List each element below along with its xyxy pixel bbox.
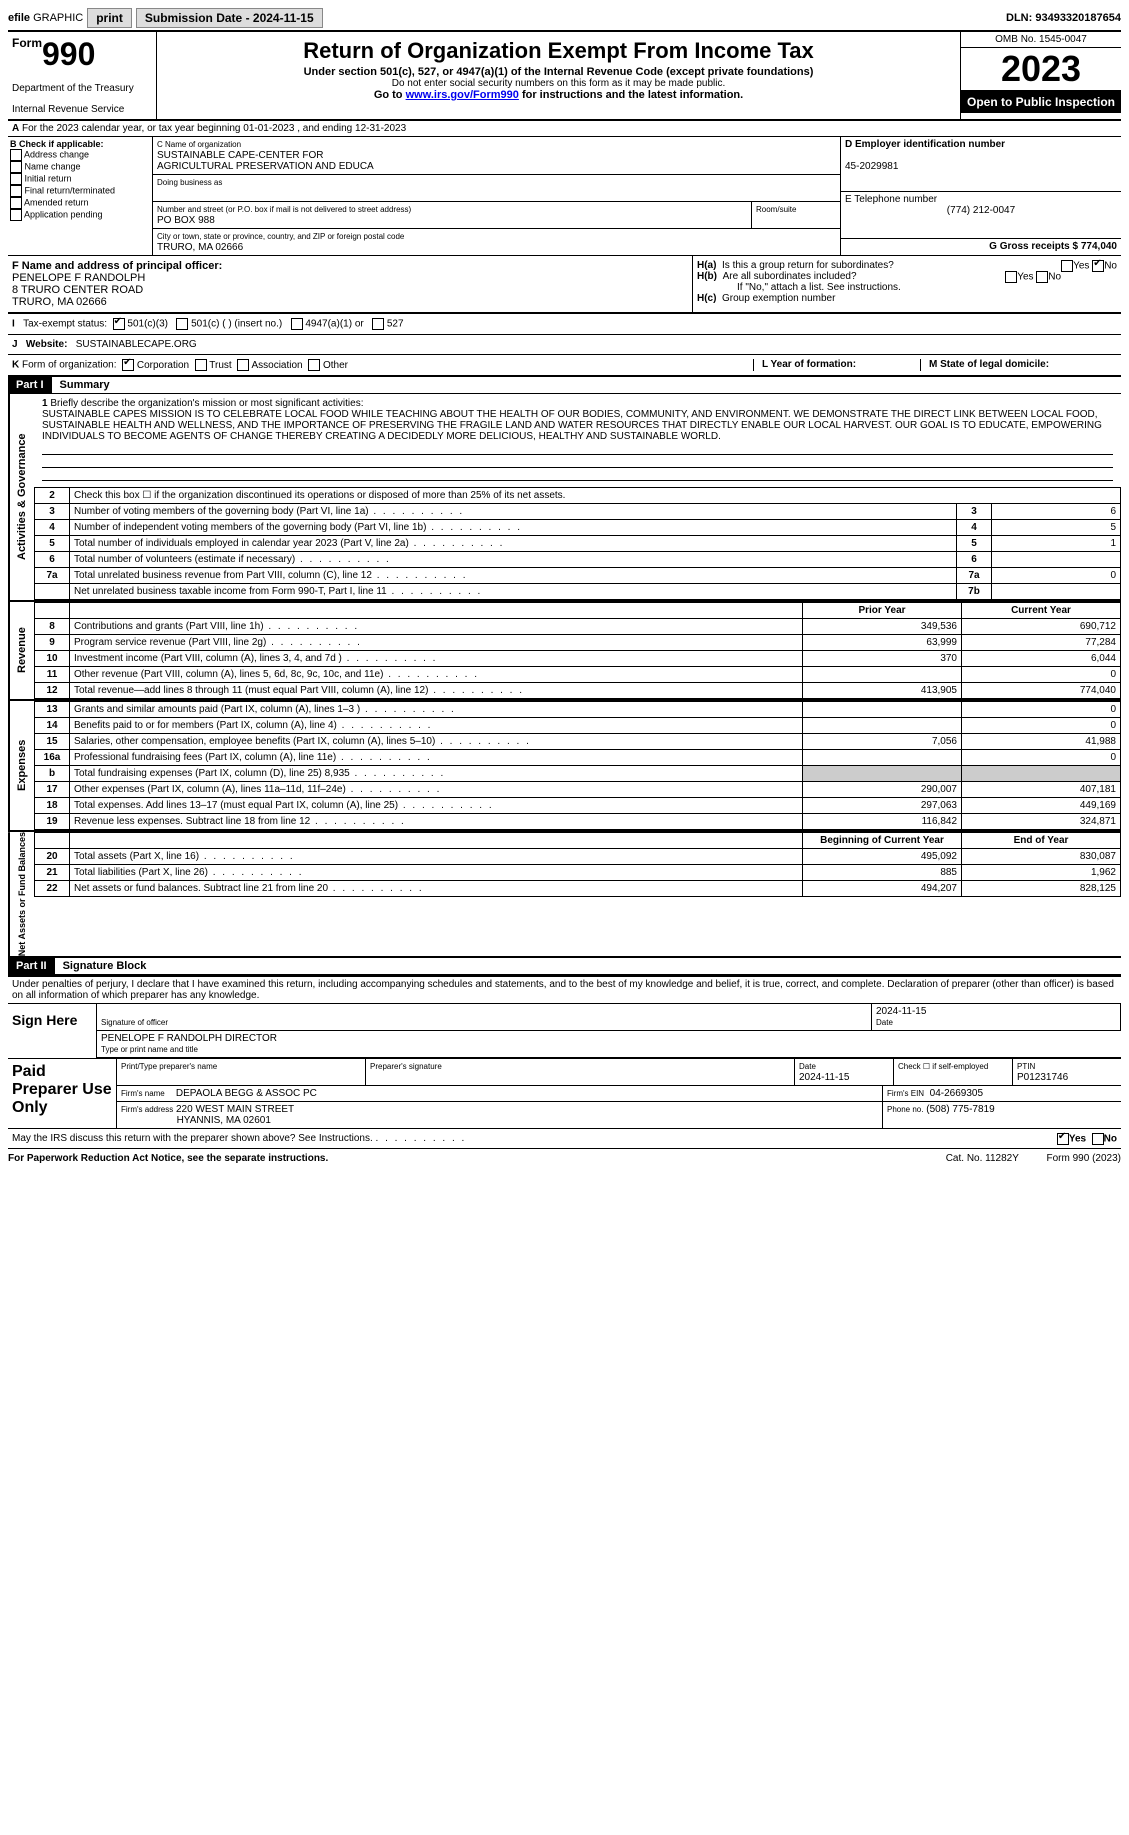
k-other-checkbox[interactable]	[308, 359, 320, 371]
501c3-checkbox[interactable]	[113, 318, 125, 330]
header-right: OMB No. 1545-0047 2023 Open to Public In…	[960, 32, 1121, 119]
org-name: SUSTAINABLE CAPE-CENTER FOR	[157, 150, 324, 161]
discuss-yes-checkbox[interactable]	[1057, 1133, 1069, 1145]
city: TRURO, MA 02666	[157, 242, 243, 253]
activities-governance: Activities & Governance 1 Briefly descri…	[8, 394, 1121, 602]
print-button[interactable]: print	[87, 8, 132, 28]
ha-yes-checkbox[interactable]	[1061, 260, 1073, 272]
top-toolbar: efile GRAPHIC print Submission Date - 20…	[8, 8, 1121, 32]
subtitle-2: Do not enter social security numbers on …	[161, 78, 956, 89]
column-d-e-g: D Employer identification number 45-2029…	[840, 137, 1121, 255]
section-a: A For the 2023 calendar year, or tax yea…	[8, 121, 1121, 137]
table-expenses: 13Grants and similar amounts paid (Part …	[34, 701, 1121, 830]
org-name-label: C Name of organization	[157, 140, 241, 149]
phone: (774) 212-0047	[845, 205, 1117, 216]
net-assets-section: Net Assets or Fund Balances Beginning of…	[8, 832, 1121, 958]
checkbox-initial-return[interactable]	[10, 173, 22, 185]
checkbox-final-return-terminated[interactable]	[10, 185, 22, 197]
phone-label: E Telephone number	[845, 194, 937, 205]
column-c: C Name of organization SUSTAINABLE CAPE-…	[153, 137, 840, 255]
527-checkbox[interactable]	[372, 318, 384, 330]
column-f: F Name and address of principal officer:…	[8, 256, 693, 312]
form-title: Return of Organization Exempt From Incom…	[161, 38, 956, 64]
side-activities: Activities & Governance	[8, 394, 34, 600]
mission-text: SUSTAINABLE CAPES MISSION IS TO CELEBRAT…	[42, 409, 1102, 442]
k-association-checkbox[interactable]	[237, 359, 249, 371]
omb-number: OMB No. 1545-0047	[961, 32, 1121, 48]
table-net-assets: Beginning of Current YearEnd of Year20To…	[34, 832, 1121, 897]
row-i-tax-status: I Tax-exempt status: 501(c)(3) 501(c) ( …	[8, 314, 1121, 335]
footer-left: For Paperwork Reduction Act Notice, see …	[8, 1153, 328, 1164]
officer-addr1: 8 TRURO CENTER ROAD	[12, 284, 143, 296]
column-b: B Check if applicable: Address change Na…	[8, 137, 153, 255]
ein: 45-2029981	[845, 161, 898, 172]
officer-signature: PENELOPE F RANDOLPH DIRECTOR	[101, 1033, 277, 1044]
page-footer: For Paperwork Reduction Act Notice, see …	[8, 1149, 1121, 1164]
city-label: City or town, state or province, country…	[157, 232, 404, 241]
subtitle-1: Under section 501(c), 527, or 4947(a)(1)…	[161, 66, 956, 78]
discuss-row: May the IRS discuss this return with the…	[8, 1129, 1121, 1149]
expenses-section: Expenses 13Grants and similar amounts pa…	[8, 701, 1121, 832]
dln-label: DLN: 93493320187654	[1006, 12, 1121, 24]
gross-receipts: G Gross receipts $ 774,040	[989, 241, 1117, 252]
part-ii-header: Part IISignature Block	[8, 958, 1121, 975]
signature-block: Under penalties of perjury, I declare th…	[8, 975, 1121, 1149]
room-label: Room/suite	[756, 205, 796, 214]
4947-checkbox[interactable]	[291, 318, 303, 330]
row-j-website: J Website: SUSTAINABLECAPE.ORG	[8, 335, 1121, 355]
dba-label: Doing business as	[157, 178, 222, 187]
form-number: Form990	[12, 36, 152, 73]
declaration: Under penalties of perjury, I declare th…	[8, 977, 1121, 1004]
header-center: Return of Organization Exempt From Incom…	[157, 32, 960, 119]
checkbox-address-change[interactable]	[10, 149, 22, 161]
efile-label: efile GRAPHIC	[8, 12, 83, 24]
k-trust-checkbox[interactable]	[195, 359, 207, 371]
column-h: H(a) Is this a group return for subordin…	[693, 256, 1121, 312]
sign-here-label: Sign Here	[8, 1004, 97, 1058]
side-net-assets: Net Assets or Fund Balances	[8, 832, 34, 956]
table-revenue: Prior YearCurrent Year8Contributions and…	[34, 602, 1121, 699]
checkbox-amended-return[interactable]	[10, 197, 22, 209]
side-revenue: Revenue	[8, 602, 34, 699]
officer-name: PENELOPE F RANDOLPH	[12, 272, 145, 284]
goto-link[interactable]: www.irs.gov/Form990	[406, 89, 519, 101]
part-i-header: Part ISummary	[8, 377, 1121, 394]
revenue-section: Revenue Prior YearCurrent Year8Contribut…	[8, 602, 1121, 701]
dept-irs: Internal Revenue Service	[12, 104, 152, 115]
form-header: Form990 Department of the Treasury Inter…	[8, 32, 1121, 121]
block-b-c-d: B Check if applicable: Address change Na…	[8, 137, 1121, 256]
hb-no-checkbox[interactable]	[1036, 271, 1048, 283]
dept-treasury: Department of the Treasury	[12, 83, 152, 94]
checkbox-name-change[interactable]	[10, 161, 22, 173]
form-left: Form990 Department of the Treasury Inter…	[8, 32, 157, 119]
org-name-2: AGRICULTURAL PRESERVATION AND EDUCA	[157, 161, 374, 172]
officer-addr2: TRURO, MA 02666	[12, 296, 107, 308]
block-f-h: F Name and address of principal officer:…	[8, 256, 1121, 314]
checkbox-application-pending[interactable]	[10, 209, 22, 221]
goto-line: Go to www.irs.gov/Form990 for instructio…	[161, 89, 956, 101]
street-label: Number and street (or P.O. box if mail i…	[157, 205, 411, 214]
tax-year: 2023	[961, 48, 1121, 91]
discuss-no-checkbox[interactable]	[1092, 1133, 1104, 1145]
hb-yes-checkbox[interactable]	[1005, 271, 1017, 283]
open-to-public: Open to Public Inspection	[961, 91, 1121, 113]
street: PO BOX 988	[157, 215, 215, 226]
paid-preparer-label: Paid Preparer Use Only	[8, 1059, 117, 1128]
submission-date-button[interactable]: Submission Date - 2024-11-15	[136, 8, 323, 28]
k-corporation-checkbox[interactable]	[122, 359, 134, 371]
side-expenses: Expenses	[8, 701, 34, 830]
row-k-form-org: K Form of organization: Corporation Trus…	[8, 355, 1121, 377]
table-ag: 2Check this box ☐ if the organization di…	[34, 487, 1121, 600]
ein-label: D Employer identification number	[845, 139, 1005, 150]
ha-no-checkbox[interactable]	[1092, 260, 1104, 272]
501c-checkbox[interactable]	[176, 318, 188, 330]
